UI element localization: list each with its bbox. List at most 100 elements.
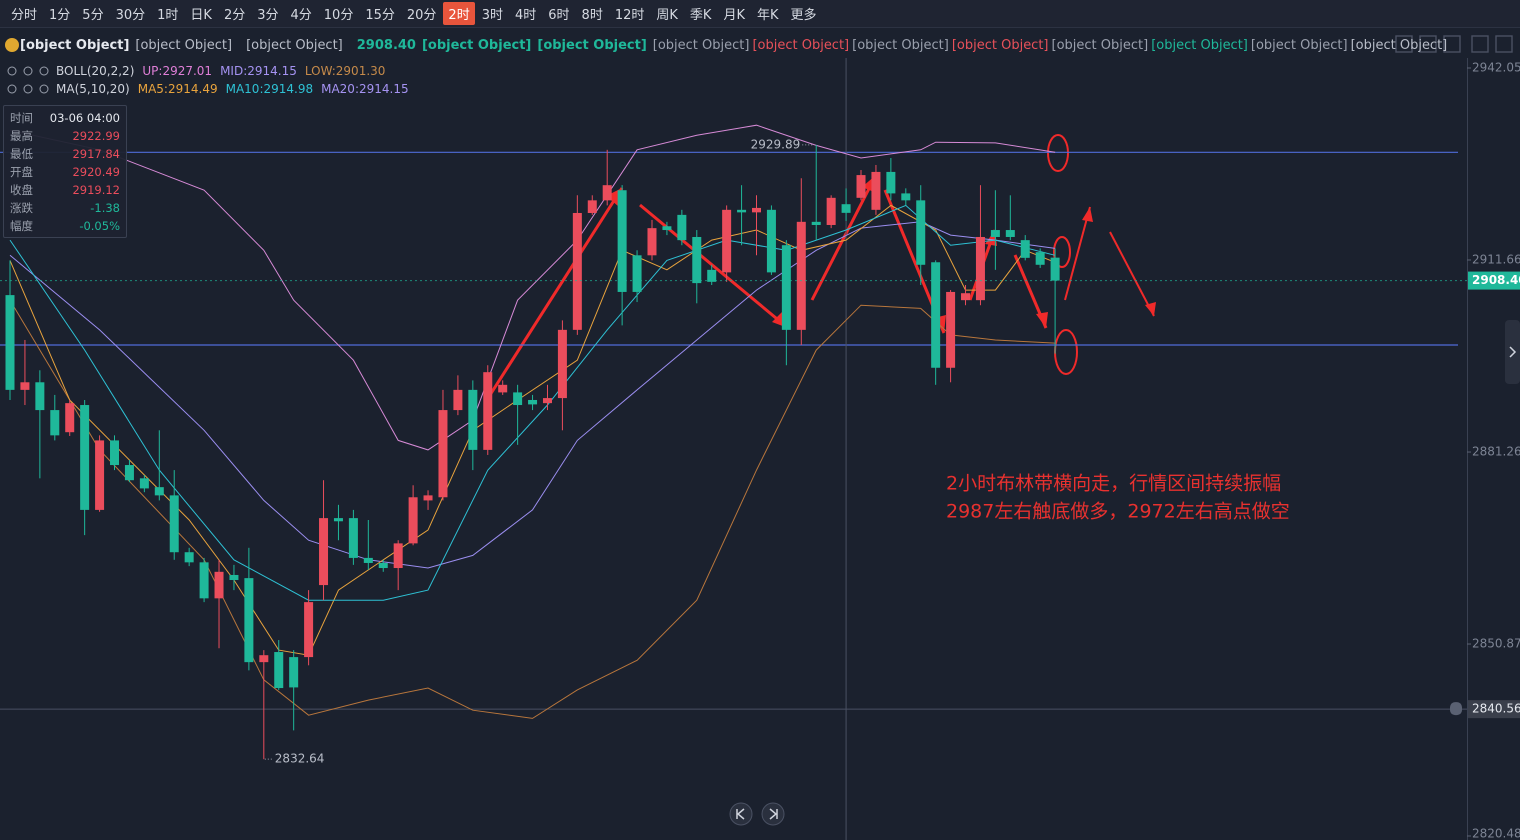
legend-icons[interactable]: [6, 83, 50, 95]
legend-icon[interactable]: [7, 84, 17, 94]
candle-body: [453, 389, 463, 411]
candle-body: [468, 389, 478, 450]
legend-icon[interactable]: [7, 66, 17, 76]
legend-icon[interactable]: [39, 84, 49, 94]
timeframe-button[interactable]: 季K: [689, 8, 712, 23]
candle-body: [1005, 230, 1015, 237]
timeframe-button[interactable]: 20分: [406, 8, 437, 23]
header-text: [object Object]: [1051, 37, 1149, 53]
last-price-bg: [1468, 271, 1520, 290]
arrow-head: [1082, 207, 1093, 222]
next-icon: [769, 808, 778, 820]
legend-item: LOW:2901.30: [304, 64, 386, 78]
candle-body: [5, 295, 15, 390]
timeframe-button[interactable]: 2分: [223, 8, 246, 23]
candle-body: [408, 497, 418, 544]
candle-body: [707, 269, 717, 282]
timeframe-button[interactable]: 月K: [723, 8, 745, 23]
timeframe-button[interactable]: 更多: [790, 8, 817, 23]
panel-btn[interactable]: [1471, 35, 1489, 53]
annotation: 2987左右触底做多，2972左右高点做空: [946, 501, 1290, 523]
candle-body: [752, 207, 761, 213]
timeframe-button[interactable]: 4分: [290, 8, 312, 23]
candle-body: [110, 440, 120, 466]
header-text: [object Object]: [20, 37, 130, 53]
candle-body: [737, 209, 747, 213]
candle-body: [766, 209, 776, 273]
timeframe-button[interactable]: 15分: [365, 8, 395, 23]
side-tab[interactable]: [1505, 320, 1520, 384]
info-value: 2917.84: [72, 147, 120, 161]
alert-bell: [1450, 702, 1462, 716]
candle-body: [199, 562, 209, 599]
indicator-line: [9, 124, 1056, 451]
info-row: 幅度 -0.05%: [10, 217, 120, 235]
timeframe-button[interactable]: 日K: [190, 8, 212, 23]
timeframe-button[interactable]: 8时: [581, 8, 603, 23]
candle-body: [154, 487, 164, 496]
candle-body: [811, 221, 821, 225]
indicator-line: [9, 204, 1056, 601]
info-row: 时间 03-06 04:00: [10, 109, 120, 127]
panel-btn[interactable]: [1443, 35, 1461, 53]
candle-body: [632, 255, 642, 292]
candle-body: [50, 410, 60, 436]
header-text: [object Object]: [1350, 37, 1448, 53]
timeframe-button[interactable]: 年K: [756, 8, 779, 23]
candle-body: [931, 262, 941, 368]
candle-body: [722, 209, 732, 273]
candle-body: [498, 384, 508, 393]
next-button[interactable]: [761, 802, 785, 826]
candle-body: [1050, 257, 1060, 281]
candle-body: [378, 562, 388, 569]
panel-btn[interactable]: [1395, 35, 1413, 53]
timeframe-button[interactable]: 5分: [82, 8, 104, 23]
timeframe-button[interactable]: 30分: [115, 8, 146, 23]
timeframe-button[interactable]: 3时: [481, 8, 503, 23]
candle-body: [513, 392, 523, 406]
panel-btn[interactable]: [1495, 35, 1513, 53]
timeframe-button[interactable]: 2时: [443, 2, 475, 25]
legend-icon[interactable]: [23, 66, 33, 76]
nav-buttons[interactable]: [729, 802, 785, 826]
info-row: 涨跌 -1.38: [10, 199, 120, 217]
arrow: [1109, 231, 1155, 317]
timeframe-button[interactable]: 4时: [514, 8, 537, 23]
candle-body: [1020, 240, 1030, 258]
side-tab-icon: [1509, 346, 1517, 358]
candle-body: [796, 221, 806, 330]
circle-mark: [1047, 134, 1069, 172]
timeframe-button[interactable]: 1分: [49, 8, 71, 23]
candle-body: [95, 440, 105, 510]
candle-body: [319, 518, 329, 586]
panel-btn[interactable]: [1419, 35, 1437, 53]
timeframe-button[interactable]: 分时: [11, 8, 38, 23]
candle-body: [647, 228, 657, 256]
timeframe-button[interactable]: 3分: [257, 8, 279, 23]
toolbar: 分时 1分 5分 30分 1时 日K 2分 3分 4分 10分 15分 20分 2时 3时 4时 6时 8时 12…: [0, 0, 1520, 28]
candle-body: [602, 185, 612, 201]
arrow: [1064, 206, 1091, 301]
timeframe-button[interactable]: 1时: [157, 8, 179, 23]
prev-button[interactable]: [729, 802, 753, 826]
timeframe-button[interactable]: 周K: [656, 8, 678, 23]
candle-body: [169, 495, 179, 553]
legend-icon[interactable]: [39, 66, 49, 76]
legend-icon[interactable]: [23, 84, 33, 94]
legend-row: MA(5,10,20) MA5:2914.49 MA10:2914.98 MA20:2…: [6, 82, 417, 96]
candle-body: [662, 226, 672, 231]
info-label: 开盘: [10, 165, 33, 179]
timeframe-button[interactable]: 6时: [548, 8, 570, 23]
candle-body: [677, 214, 687, 241]
info-label: 最高: [10, 129, 33, 143]
candle-body: [990, 230, 1000, 237]
timeframe-button[interactable]: 12时: [614, 8, 645, 23]
legend-icons[interactable]: [6, 65, 50, 77]
candle-body: [65, 403, 75, 433]
legend-item: MA10:2914.98: [225, 82, 314, 96]
timeframe-button[interactable]: 10分: [323, 8, 354, 23]
info-label: 幅度: [10, 219, 33, 233]
annotation: 2小时布林带横向走，行情区间持续振幅: [946, 473, 1281, 495]
candle-body: [274, 652, 284, 689]
